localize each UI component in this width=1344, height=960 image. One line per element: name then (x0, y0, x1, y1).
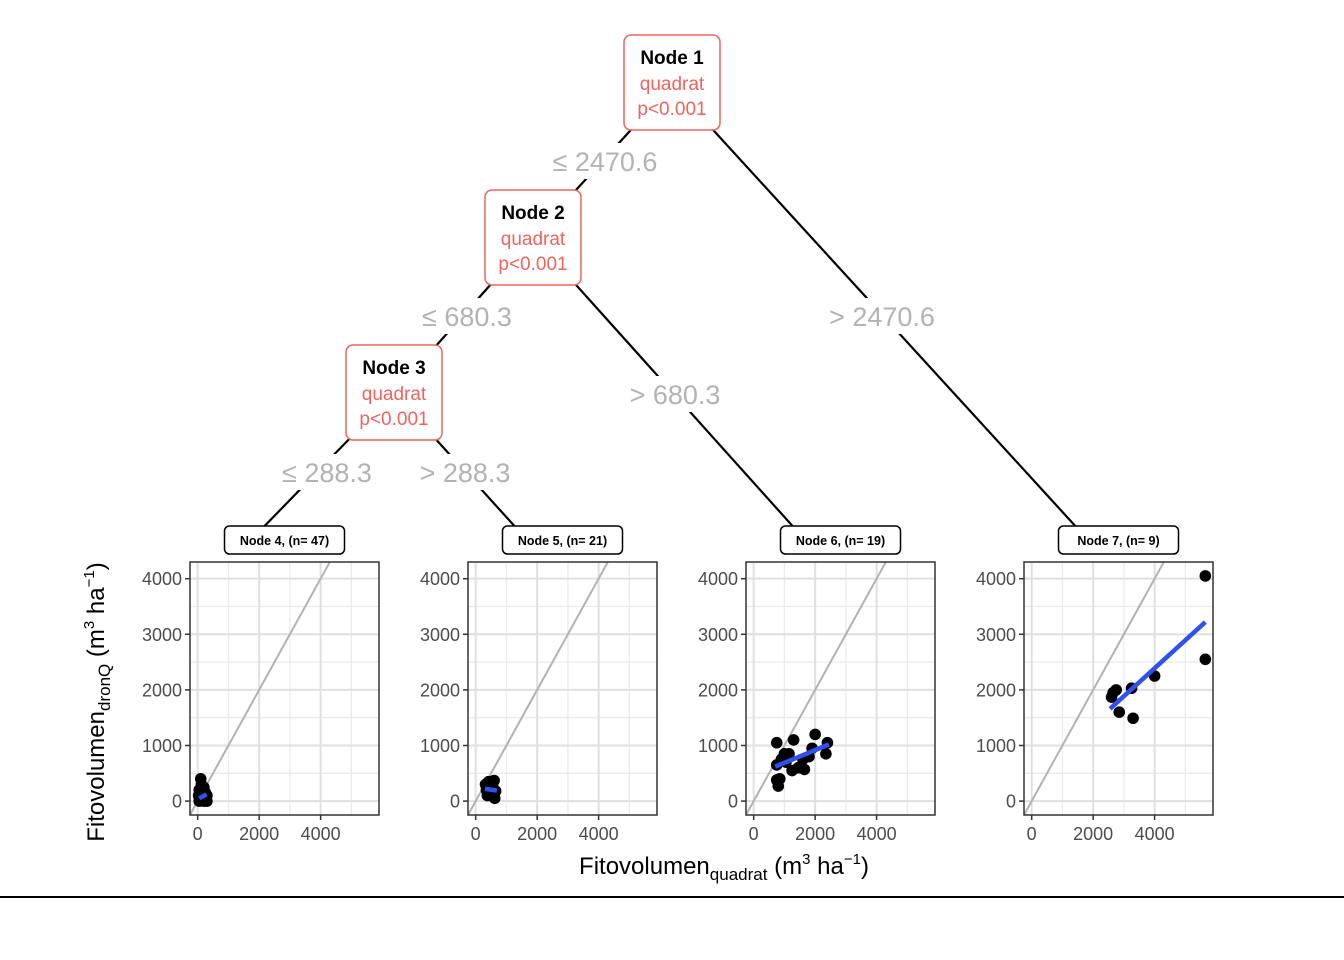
x-axis-title: Fitovolumenquadrat (m3 ha−1) (579, 851, 869, 884)
data-point (1113, 706, 1126, 718)
y-tick-label: 3000 (142, 625, 182, 645)
node-3-box: Node 3 quadrat p<0.001 (345, 344, 443, 441)
y-tick-label: 0 (1006, 792, 1016, 812)
panel-border (1023, 561, 1214, 816)
x-tick-label: 2000 (517, 824, 557, 844)
y-tick-label: 1000 (976, 736, 1016, 756)
y-tick-label: 1000 (698, 736, 738, 756)
terminal-panels: 0 1000 2000 3000 4000 0 2000 4000 Node 4, (n= 47… (142, 525, 1214, 844)
x-tick-label: 0 (471, 824, 481, 844)
y-tick-label: 4000 (420, 569, 460, 589)
panel-node-7: 0 1000 2000 3000 4000 0 2000 4000 Node 7, (n= 9) (976, 525, 1214, 844)
panel-grid (1024, 562, 1213, 815)
y-tick-label: 3000 (976, 625, 1016, 645)
node-1-box: Node 1 quadrat p<0.001 (623, 34, 721, 131)
data-point (787, 734, 800, 746)
panel-node-5: 0 1000 2000 3000 4000 0 2000 4000 Node 5, (n= 21… (420, 525, 658, 844)
terminal-node-box (779, 525, 902, 555)
terminal-node-label: Node 6, (n= 19) (796, 534, 885, 548)
x-tick-label: 4000 (579, 824, 619, 844)
edge-label-2-6: > 680.3 (630, 380, 721, 410)
panel-plot (1024, 562, 1212, 815)
x-tick-label: 2000 (1073, 824, 1113, 844)
identity-line (746, 562, 887, 815)
node-1-title: Node 1 (640, 48, 704, 69)
edge-labels: ≤ 2470.6 > 2470.6 ≤ 680.3 > 680.3 ≤ 288.… (268, 143, 950, 490)
node-2-title: Node 2 (501, 203, 564, 224)
node-2-variable: quadrat (501, 229, 566, 250)
terminal-node-label: Node 7, (n= 9) (1077, 534, 1159, 548)
y-axis-title: FitovolumendronQ (m3 ha−1) (81, 562, 114, 841)
panel-plot (746, 562, 887, 815)
panel-grid (190, 562, 379, 815)
x-tick-label: 4000 (857, 824, 897, 844)
data-point (1199, 653, 1212, 666)
data-point (1127, 712, 1139, 725)
y-tick-label: 2000 (420, 680, 460, 700)
panel-plot (468, 562, 609, 815)
node-3-pvalue: p<0.001 (359, 409, 428, 430)
y-tick-label: 2000 (142, 680, 182, 700)
y-tick-label: 2000 (976, 680, 1016, 700)
node-3-title: Node 3 (362, 358, 425, 379)
y-tick-label: 1000 (142, 736, 182, 756)
panel-background (190, 562, 379, 815)
data-point (488, 792, 501, 805)
y-tick-label: 3000 (420, 625, 460, 645)
edge-label-1-7: > 2470.6 (829, 302, 935, 332)
edge-label-3-4: ≤ 288.3 (282, 458, 372, 488)
terminal-node-box (501, 525, 624, 555)
y-tick-label: 4000 (976, 569, 1016, 589)
terminal-node-label: Node 5, (n= 21) (518, 534, 607, 548)
data-point (770, 736, 783, 749)
node-1-variable: quadrat (640, 74, 705, 95)
x-tick-label: 2000 (239, 824, 279, 844)
fit-line (198, 792, 208, 801)
y-tick-label: 4000 (698, 569, 738, 589)
edge-label-1-2: ≤ 2470.6 (553, 147, 658, 177)
x-tick-label: 0 (749, 824, 759, 844)
y-tick-label: 0 (728, 792, 738, 812)
y-tick-label: 0 (450, 792, 460, 812)
y-tick-label: 2000 (698, 680, 738, 700)
y-tick-label: 1000 (420, 736, 460, 756)
y-tick-label: 4000 (142, 569, 182, 589)
edge-label-3-5: > 288.3 (420, 458, 511, 488)
data-point (1107, 686, 1119, 699)
x-tick-label: 0 (1027, 824, 1037, 844)
node-1-pvalue: p<0.001 (637, 99, 706, 120)
y-tick-label: 0 (172, 792, 182, 812)
data-point (1199, 570, 1212, 582)
panel-border (189, 561, 380, 816)
data-point (809, 728, 821, 741)
data-point (820, 748, 832, 760)
panel-node-6: 0 1000 2000 3000 4000 0 2000 4000 Node 6, (n= 19… (698, 525, 936, 844)
panel-plot (190, 562, 331, 815)
x-tick-label: 4000 (1135, 824, 1175, 844)
identity-line (1024, 562, 1165, 815)
fit-line (484, 786, 498, 793)
terminal-node-box (223, 525, 346, 555)
node-2-pvalue: p<0.001 (498, 254, 567, 275)
x-tick-label: 4000 (301, 824, 341, 844)
node-2-box: Node 2 quadrat p<0.001 (484, 189, 582, 286)
node-3-variable: quadrat (362, 384, 427, 405)
x-tick-label: 2000 (795, 824, 835, 844)
fit-line (1108, 620, 1207, 711)
terminal-node-box (1057, 525, 1180, 555)
y-tick-label: 3000 (698, 625, 738, 645)
edge-label-2-3: ≤ 680.3 (422, 302, 512, 332)
panel-node-4: 0 1000 2000 3000 4000 0 2000 4000 Node 4, (n= 47… (142, 525, 380, 844)
identity-line (190, 562, 331, 815)
data-point (798, 763, 811, 776)
fit-line (774, 742, 830, 769)
data-point (772, 780, 785, 792)
panel-border (745, 561, 936, 816)
x-tick-label: 0 (193, 824, 203, 844)
panel-border (467, 561, 658, 816)
terminal-node-label: Node 4, (n= 47) (240, 534, 329, 548)
